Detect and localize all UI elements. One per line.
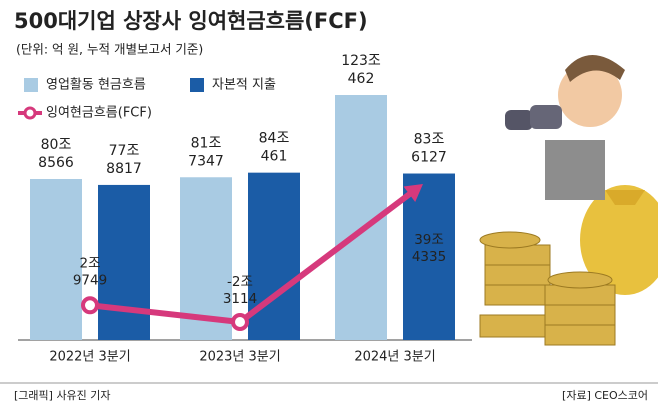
bar-value-label: 6127 [411,150,447,166]
bar-value-label: 461 [261,149,288,165]
fcf-point [231,313,249,331]
bar [30,179,82,340]
x-tick-label: 2022년 3분기 [49,350,130,365]
bar-value-label: 7347 [188,153,224,169]
x-tick-label: 2024년 3분기 [354,350,435,365]
bar-value-label: 77조 [109,143,140,159]
bar-value-label: 123조 [341,53,381,69]
fcf-value-label: 4335 [412,249,446,265]
legend-swatch [190,78,204,92]
fcf-value-label: 39조 [414,232,444,248]
bar-value-label: 8566 [38,155,74,171]
source: [자료] CEO스코어 [562,389,648,402]
illustration [479,55,658,346]
fcf-value-label: 9749 [73,272,107,288]
bar-value-label: 80조 [41,137,72,153]
bar-value-label: 83조 [414,132,445,148]
bar-value-label: 81조 [191,135,222,151]
legend-label: 잉여현금흐름(FCF) [46,106,152,121]
bar-value-label: 84조 [259,131,290,147]
x-tick-label: 2023년 3분기 [199,350,280,365]
fcf-arrowhead [403,183,423,202]
fcf-value-label: 2조 [79,255,100,271]
credit: [그래픽] 사유진 기자 [14,389,111,402]
bar-value-label: 462 [348,71,375,87]
bar [98,184,150,340]
bar [403,173,455,340]
fcf-point [81,296,99,315]
fcf-value-label: 3114 [223,291,257,307]
bar-value-label: 8817 [106,161,142,177]
bar [180,177,232,340]
legend-swatch [23,106,37,120]
legend-label: 영업활동 현금흐름 [46,78,146,93]
chart-subtitle: (단위: 억 원, 누적 개별보고서 기준) [16,42,203,57]
bar [248,172,300,340]
fcf-value-label: -2조 [227,274,253,290]
chart-title: 500대기업 상장사 잉여현금흐름(FCF) [14,9,368,33]
legend-label: 자본적 지출 [212,78,276,93]
legend-swatch [24,78,38,92]
